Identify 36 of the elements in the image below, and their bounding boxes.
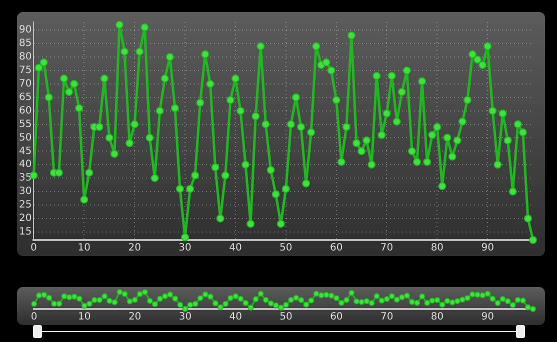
y-tick-label: 30 [18,186,32,198]
x-tick-label: 10 [78,242,91,254]
x-tick-label: 50 [280,312,292,323]
y-tick-label: 45 [18,146,32,157]
x-tick-label: 70 [380,312,394,323]
x-tick-label: 20 [128,312,142,323]
x-tick-label: 60 [330,242,343,254]
x-tick-label: 30 [178,242,192,254]
x-tick-label: 50 [280,242,292,254]
y-tick-label: 15 [18,226,32,238]
y-tick-label: 85 [18,38,32,50]
y-tick-label: 80 [18,52,32,63]
x-tick-label: 40 [229,312,242,323]
y-tick-label: 65 [18,92,32,103]
x-tick-label: 90 [481,242,494,254]
x-tick-label: 20 [128,242,141,254]
y-tick-label: 20 [18,213,32,224]
y-tick-label: 35 [18,172,32,184]
x-tick-label: 80 [430,242,444,254]
y-tick-label: 70 [18,78,32,90]
y-tick-label: 55 [18,118,32,130]
x-tick-label: 0 [30,242,37,254]
y-tick-label: 75 [18,65,32,76]
x-tick-label: 40 [229,242,242,254]
y-tick-label: 50 [18,132,32,144]
y-tick-label: 40 [18,159,32,170]
x-tick-label: 80 [430,312,444,323]
x-tick-label: 30 [178,312,192,323]
x-tick-label: 0 [30,312,38,323]
y-tick-label: 25 [18,200,32,211]
x-tick-label: 70 [380,242,394,254]
x-tick-label: 90 [481,312,494,323]
x-tick-label: 60 [330,312,343,323]
x-tick-label: 10 [78,312,91,323]
y-tick-label: 90 [18,24,32,36]
y-tick-label: 60 [18,105,32,116]
